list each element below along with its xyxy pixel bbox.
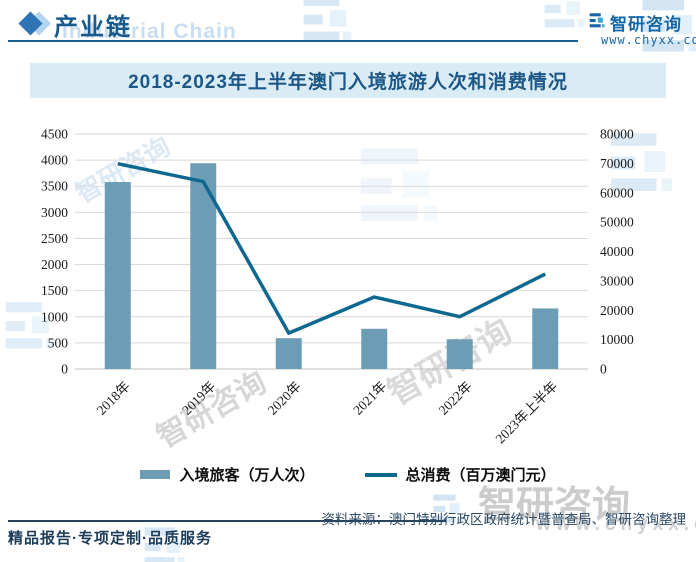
x-axis-label: 2018年 (94, 379, 133, 418)
chart-legend: 入境旅客（万人次） 总消费（百万澳门元） (0, 464, 696, 485)
legend-item: 总消费（百万澳门元） (364, 464, 556, 485)
right-axis-tick: 70000 (600, 156, 634, 171)
right-axis-tick: 40000 (600, 244, 634, 259)
left-axis-tick: 1000 (41, 309, 68, 324)
left-axis-tick: 3000 (41, 205, 68, 220)
section-title-watermark: Industrial Chain (62, 20, 237, 43)
legend-bar-swatch-icon (140, 470, 171, 479)
data-source: 资料来源：澳门特别行政区政府统计暨普查局、智研咨询整理 (321, 512, 687, 527)
legend-label: 入境旅客（万人次） (179, 467, 315, 484)
right-axis-tick: 30000 (600, 273, 634, 288)
left-axis-tick: 0 (61, 362, 68, 377)
x-axis-label: 2022年 (436, 379, 475, 418)
bar-2018年 (104, 182, 131, 369)
left-axis-tick: 4500 (41, 127, 68, 142)
left-axis-tick: 500 (48, 335, 69, 350)
line-series (117, 161, 547, 335)
footer-divider (8, 520, 446, 522)
bar-2023年上半年 (532, 308, 559, 369)
right-axis-tick: 0 (600, 362, 607, 377)
bar-2019年 (190, 163, 217, 369)
brand-logo-icon (588, 12, 605, 29)
right-axis-tick: 20000 (600, 303, 634, 318)
bar-2022年 (446, 339, 473, 369)
section-title: 产业链 (54, 14, 132, 41)
left-axis-tick: 3500 (41, 179, 68, 194)
legend-line-swatch-icon (364, 472, 397, 477)
legend-item: 入境旅客（万人次） (140, 464, 315, 485)
right-axis-tick: 50000 (600, 215, 634, 230)
legend-label: 总消费（百万澳门元） (405, 467, 556, 484)
left-axis-tick: 4000 (41, 153, 68, 168)
left-axis-tick: 2000 (41, 257, 68, 272)
right-axis-tick: 60000 (600, 185, 634, 200)
bar-2021年 (361, 328, 388, 369)
x-axis-label: 2020年 (265, 379, 304, 418)
footer-tagline: 精品报告·专项定制·品质服务 (8, 530, 212, 547)
chart-title: 2018-2023年上半年澳门入境旅游人次和消费情况 (128, 72, 568, 93)
header-divider (8, 40, 578, 42)
bar-2020年 (275, 338, 302, 369)
left-axis-tick: 1500 (41, 283, 68, 298)
right-axis-tick: 80000 (600, 127, 634, 142)
right-axis-tick: 10000 (600, 332, 634, 347)
chart-title-band: 2018-2023年上半年澳门入境旅游人次和消费情况 (30, 63, 666, 98)
x-axis-label: 2019年 (179, 379, 218, 418)
x-axis-label: 2023年上半年 (492, 379, 560, 447)
x-axis-label: 2021年 (350, 379, 389, 418)
left-axis-tick: 2500 (41, 231, 68, 246)
